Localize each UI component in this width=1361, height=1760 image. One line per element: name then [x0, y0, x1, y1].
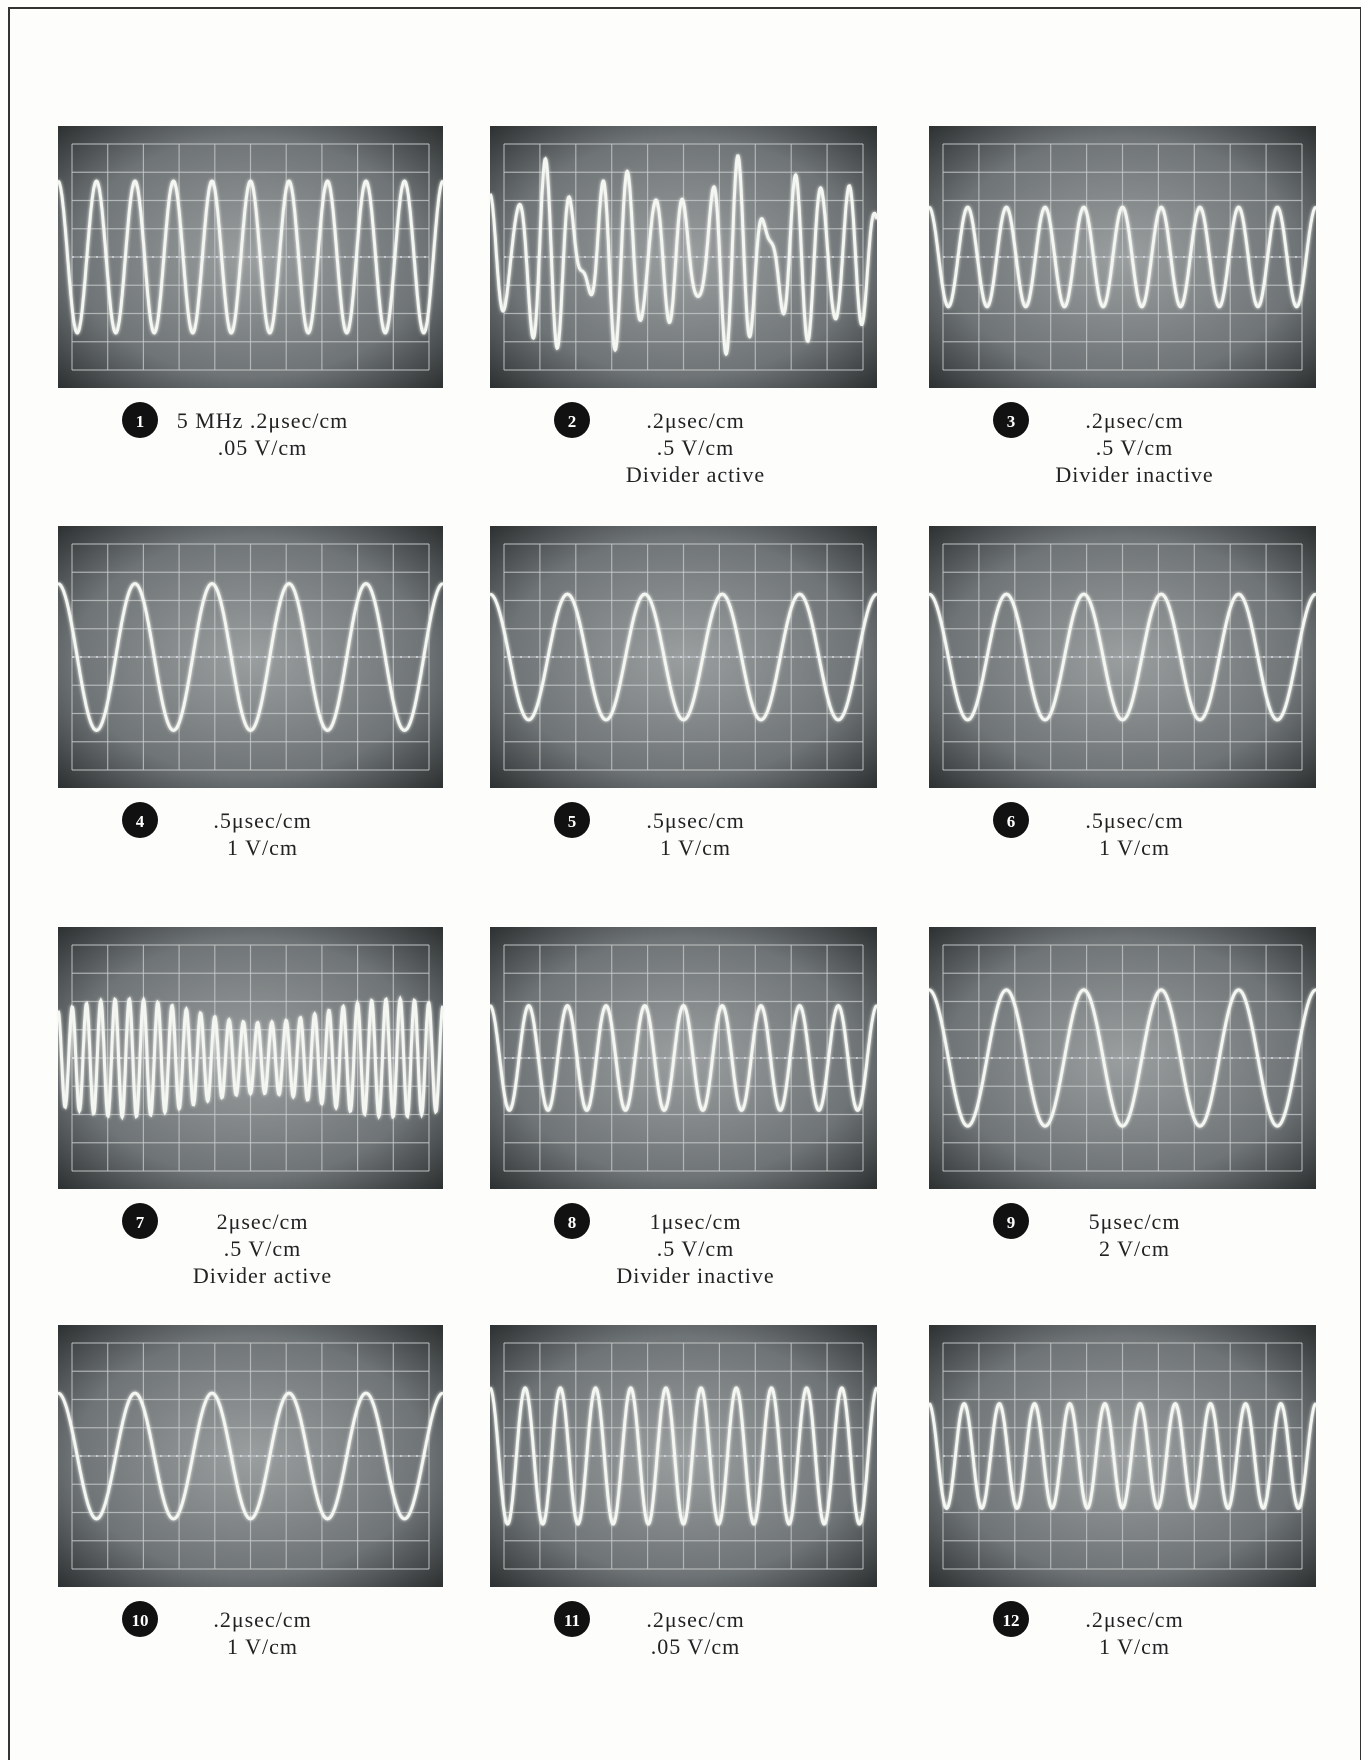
number-badge	[993, 402, 1029, 438]
panel-number: 3	[1007, 412, 1016, 431]
scope-photo	[928, 126, 1317, 388]
scope-photo	[928, 1325, 1317, 1587]
waveform	[928, 988, 1316, 1128]
caption-line: .2μsec/cm	[213, 1607, 311, 1632]
caption-line: .2μsec/cm	[1085, 408, 1183, 433]
number-badge	[993, 1601, 1029, 1637]
number-badge	[122, 1203, 158, 1239]
waveform	[489, 1386, 878, 1526]
caption-line: .5 V/cm	[657, 1236, 734, 1261]
caption-line: 1μsec/cm	[650, 1209, 742, 1234]
number-badge	[993, 802, 1029, 838]
number-badge	[554, 802, 590, 838]
caption-line: .5 V/cm	[1096, 435, 1173, 460]
panel-number: 4	[136, 812, 145, 831]
caption-line: .5μsec/cm	[1085, 808, 1183, 833]
panel-number: 2	[568, 412, 577, 431]
scope-photo	[489, 526, 878, 788]
panel-number: 12	[1003, 1611, 1020, 1630]
page-border	[8, 7, 1361, 1760]
caption-line: Divider active	[626, 462, 765, 487]
waveform	[928, 592, 1317, 722]
panel-number: 8	[568, 1213, 577, 1232]
caption-line: 1 V/cm	[660, 835, 731, 860]
caption-line: .5 V/cm	[657, 435, 734, 460]
number-badge	[554, 402, 590, 438]
waveform	[57, 582, 444, 732]
caption-line: .5 V/cm	[224, 1236, 301, 1261]
panel-number: 9	[1007, 1213, 1016, 1232]
caption-line: .2μsec/cm	[1085, 1607, 1183, 1632]
caption-line: 1 V/cm	[227, 1634, 298, 1659]
waveform	[489, 592, 878, 722]
number-badge	[122, 402, 158, 438]
caption-line: 5 MHz .2μsec/cm	[177, 408, 349, 433]
scope-photo	[928, 526, 1317, 788]
scope-photo	[489, 927, 878, 1189]
number-badge	[554, 1601, 590, 1637]
caption-line: Divider inactive	[1055, 462, 1213, 487]
caption-line: .5μsec/cm	[646, 808, 744, 833]
scope-photo	[57, 126, 444, 388]
caption-line: 2μsec/cm	[217, 1209, 309, 1234]
waveform	[928, 205, 1317, 309]
waveform	[489, 1004, 878, 1112]
panel-number: 10	[132, 1611, 149, 1630]
waveform	[488, 154, 879, 357]
number-badge	[554, 1203, 590, 1239]
caption-line: 1 V/cm	[227, 835, 298, 860]
scope-photo	[928, 927, 1316, 1189]
waveform	[56, 995, 445, 1121]
waveform	[57, 179, 444, 335]
caption-line: 1 V/cm	[1099, 835, 1170, 860]
caption-line: .5μsec/cm	[213, 808, 311, 833]
panel-number: 11	[564, 1611, 580, 1630]
caption-line: .2μsec/cm	[646, 408, 744, 433]
waveform	[57, 1391, 444, 1521]
caption-line: 1 V/cm	[1099, 1634, 1170, 1659]
caption-line: .2μsec/cm	[646, 1607, 744, 1632]
panel-number: 5	[568, 812, 577, 831]
caption-line: .05 V/cm	[651, 1634, 740, 1659]
caption-line: 2 V/cm	[1099, 1236, 1170, 1261]
scope-photo	[57, 1325, 444, 1587]
waveform	[928, 1401, 1317, 1511]
caption-line: Divider inactive	[616, 1263, 774, 1288]
scope-photo	[57, 526, 444, 788]
panel-number: 1	[136, 412, 145, 431]
panel-number: 7	[136, 1213, 145, 1232]
panel-number: 6	[1007, 812, 1016, 831]
caption-line: Divider active	[193, 1263, 332, 1288]
number-badge	[993, 1203, 1029, 1239]
scope-photo	[489, 1325, 878, 1587]
caption-line: 5μsec/cm	[1089, 1209, 1181, 1234]
scope-photo	[488, 126, 879, 388]
number-badge	[122, 802, 158, 838]
number-badge	[122, 1601, 158, 1637]
caption-line: .05 V/cm	[218, 435, 307, 460]
scope-photo	[56, 927, 445, 1189]
